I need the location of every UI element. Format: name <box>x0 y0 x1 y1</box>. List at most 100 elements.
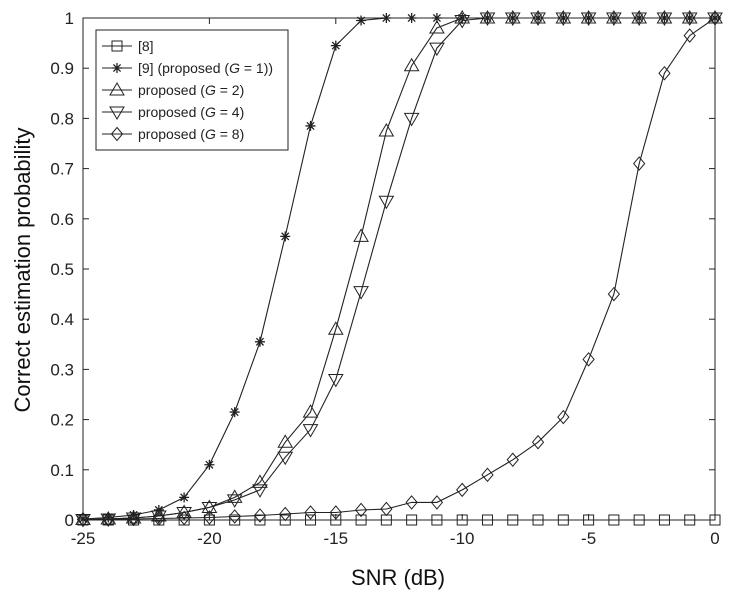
data-point <box>708 10 722 26</box>
data-point <box>378 195 395 210</box>
x-tick-label: -10 <box>450 529 475 548</box>
data-point <box>633 514 645 526</box>
data-point <box>302 424 319 438</box>
data-point <box>580 12 597 26</box>
data-point <box>302 404 319 418</box>
data-point <box>75 511 91 525</box>
legend-entry: proposed (G = 2) <box>102 82 244 98</box>
data-point <box>606 10 622 24</box>
data-point <box>607 286 621 302</box>
data-point <box>229 514 241 526</box>
y-tick-label: 0.7 <box>50 160 74 179</box>
data-point <box>305 120 316 131</box>
legend-marker <box>111 40 123 52</box>
data-point <box>102 512 115 527</box>
data-point <box>228 509 241 524</box>
legend-marker <box>110 126 124 142</box>
data-point <box>681 10 698 24</box>
x-tick-label: -20 <box>197 529 222 548</box>
data-point <box>406 514 418 526</box>
data-point <box>327 321 344 335</box>
data-point <box>580 10 597 24</box>
y-tick-label: 0.2 <box>50 411 74 430</box>
data-point <box>128 509 139 520</box>
data-point <box>330 40 341 51</box>
data-point <box>456 482 469 498</box>
data-point <box>557 409 570 425</box>
tick-labels: -25 -20 -15 -10 -5 0 0 0.1 0.2 0.3 0.4 0.5 0.6 0.7 0.8… <box>50 9 719 548</box>
data-point <box>127 511 140 527</box>
data-point <box>454 15 471 29</box>
x-tick-label: -15 <box>324 529 349 548</box>
data-point <box>631 12 648 26</box>
data-point <box>100 511 117 525</box>
legend-marker <box>112 63 122 73</box>
data-point <box>229 407 240 418</box>
data-point <box>481 514 493 526</box>
data-point <box>656 12 673 26</box>
data-point <box>277 451 294 466</box>
series-1 <box>77 514 721 526</box>
plot-area <box>75 10 723 528</box>
data-point <box>555 10 572 24</box>
y-tick-label: 0.1 <box>50 461 74 480</box>
data-point <box>327 373 344 388</box>
data-point <box>252 474 268 488</box>
data-point <box>380 501 393 517</box>
data-point <box>429 42 445 57</box>
data-point <box>253 508 267 523</box>
data-point <box>354 502 368 518</box>
data-point <box>606 12 622 26</box>
data-point <box>555 12 572 26</box>
data-point <box>504 12 521 26</box>
y-tick-label: 0.3 <box>50 360 74 379</box>
data-point <box>176 506 192 521</box>
data-point <box>355 514 367 526</box>
data-point <box>530 10 546 24</box>
data-point <box>608 514 620 526</box>
data-point <box>177 510 191 526</box>
data-point <box>479 12 496 26</box>
data-point <box>707 12 723 26</box>
data-point <box>179 492 190 503</box>
data-point <box>506 452 519 468</box>
data-point <box>683 28 696 43</box>
data-point <box>152 511 165 526</box>
data-point <box>406 13 417 23</box>
data-point <box>429 20 445 34</box>
data-point <box>430 495 444 510</box>
data-point <box>381 13 392 23</box>
data-point <box>507 514 519 526</box>
data-point <box>658 514 670 526</box>
y-tick-label: 0.9 <box>50 59 74 78</box>
data-point <box>684 514 696 526</box>
data-point <box>454 10 471 24</box>
data-point <box>532 514 544 526</box>
data-point <box>353 228 369 242</box>
data-point <box>658 65 671 81</box>
data-point <box>356 15 367 26</box>
data-point <box>76 512 90 527</box>
data-point <box>504 10 521 24</box>
data-point <box>403 112 420 127</box>
data-point <box>557 514 569 526</box>
data-point <box>582 352 595 367</box>
legend-label: proposed (G = 2) <box>138 82 244 98</box>
data-point <box>681 12 698 26</box>
legend-entry: proposed (G = 8) <box>102 126 244 142</box>
data-point <box>75 513 91 528</box>
data-point <box>252 484 268 498</box>
data-point <box>279 514 291 526</box>
series-5 <box>76 10 722 527</box>
data-point <box>226 494 243 508</box>
y-tick-label: 0.4 <box>50 310 74 329</box>
data-point <box>456 514 468 526</box>
data-point <box>530 12 546 26</box>
data-point <box>279 506 292 522</box>
legend-entry: proposed (G = 4) <box>102 104 244 120</box>
data-point <box>431 514 443 526</box>
data-point <box>707 10 723 24</box>
legend-label: [8] <box>138 38 154 54</box>
legend-entry: [8] <box>102 38 154 54</box>
